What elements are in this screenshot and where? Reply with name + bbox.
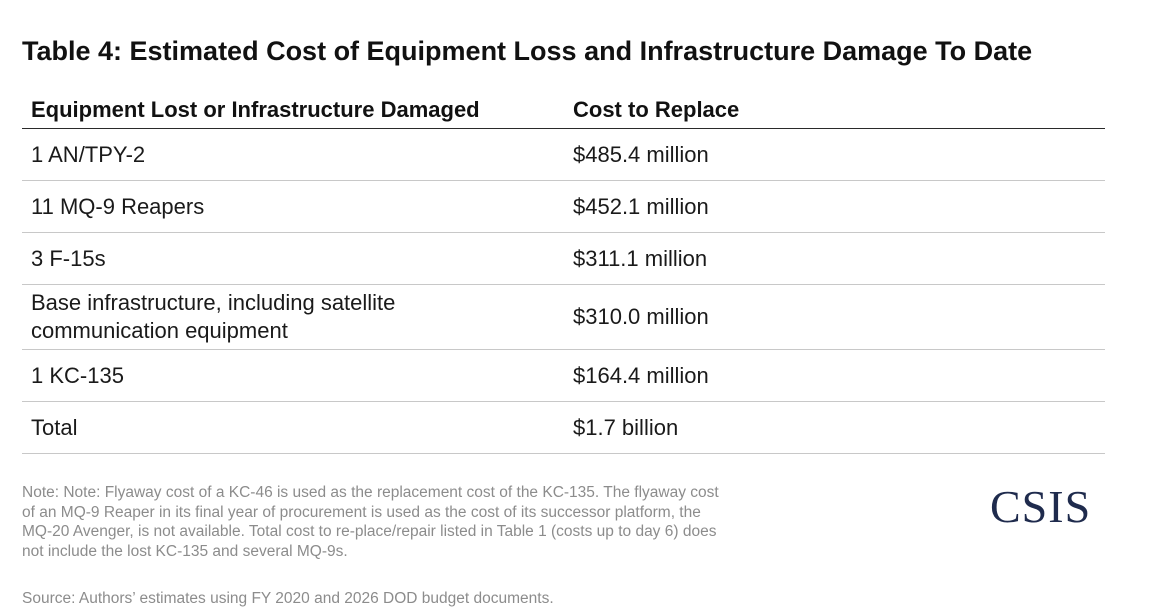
row-cost: $310.0 million [573,304,709,329]
row-item: Total [31,414,78,440]
row-item: 1 KC-135 [31,362,124,388]
row-cost: $452.1 million [573,193,709,219]
header-cost: Cost to Replace [573,97,740,122]
table-row: 1 KC-135 $164.4 million [22,350,1105,402]
table-note: Note: Note: Flyaway cost of a KC-46 is u… [22,484,719,560]
table-row: 1 AN/TPY-2 $485.4 million [22,129,1105,181]
row-item: 1 AN/TPY-2 [31,141,146,167]
cost-table: Equipment Lost or Infrastructure Damaged… [22,92,1105,454]
row-cost: $311.1 million [573,245,708,271]
table-row: Base infrastructure, including satellite… [22,285,1105,350]
csis-logo: CSIS [990,481,1092,532]
table-row: 11 MQ-9 Reapers $452.1 million [22,181,1105,233]
row-item: Base infrastructure, including satellite… [31,290,396,343]
row-cost: $1.7 billion [573,414,679,440]
table-row-total: Total $1.7 billion [22,402,1105,454]
header-equipment: Equipment Lost or Infrastructure Damaged [31,97,480,122]
table-title: Table 4: Estimated Cost of Equipment Los… [22,36,1033,66]
row-cost: $164.4 million [573,362,709,388]
table-row: 3 F-15s $311.1 million [22,233,1105,285]
row-item: 11 MQ-9 Reapers [31,193,205,219]
row-cost: $485.4 million [573,141,709,167]
table-source: Source: Authors’ estimates using FY 2020… [22,590,554,607]
table-header-row: Equipment Lost or Infrastructure Damaged… [22,92,1105,129]
row-item: 3 F-15s [31,245,106,271]
